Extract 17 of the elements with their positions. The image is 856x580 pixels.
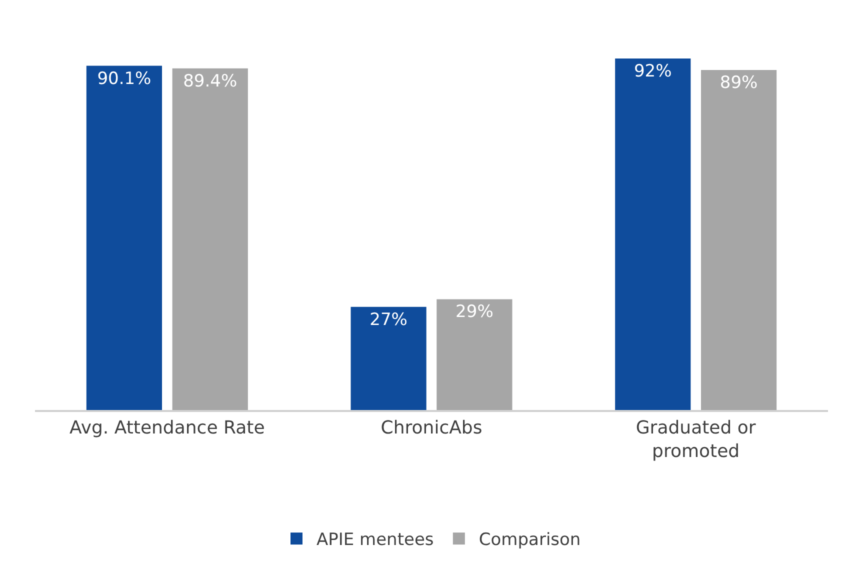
data-label: 92%	[634, 62, 672, 82]
data-label: 29%	[456, 302, 494, 322]
bar	[436, 299, 512, 410]
x-tick-label: Graduated or promoted	[636, 417, 756, 462]
bar	[350, 306, 426, 410]
data-label: 89.4%	[183, 71, 238, 92]
bar	[615, 58, 691, 410]
x-tick-label: Avg. Attendance Rate	[70, 417, 265, 438]
bar	[172, 68, 248, 410]
x-tick-label: ChronicAbs	[380, 417, 482, 438]
bar	[86, 66, 162, 410]
data-label: 89%	[720, 72, 758, 93]
data-label: 90.1%	[97, 68, 152, 89]
legend-label: Comparison	[478, 530, 581, 550]
bar	[700, 70, 777, 410]
legend-label: APIE mentees	[316, 530, 434, 550]
data-label: 27%	[370, 310, 408, 330]
